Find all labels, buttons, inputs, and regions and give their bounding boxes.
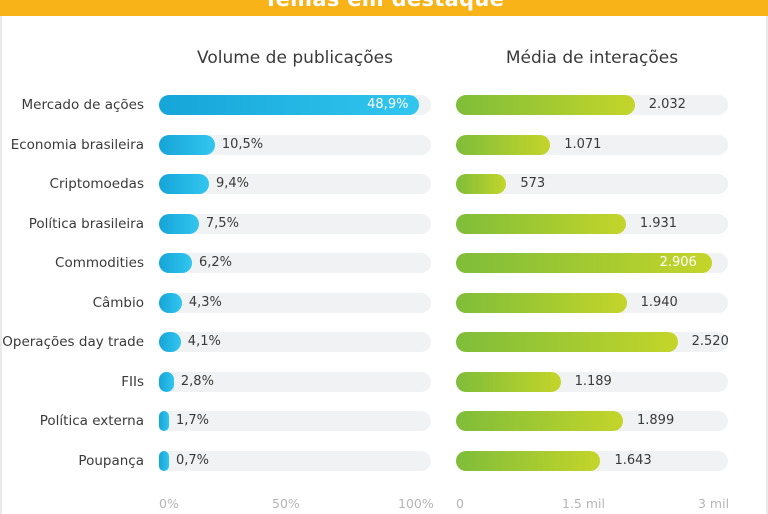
interactions-value-label: 573 — [520, 176, 546, 191]
volume-track — [159, 411, 431, 431]
volume-value-label: 9,4% — [216, 176, 250, 191]
volume-tick-label: 100% — [398, 496, 434, 511]
volume-bar — [159, 371, 174, 392]
category-label: Poupança — [78, 452, 144, 469]
volume-tick-label: 50% — [272, 496, 300, 511]
interactions-bar — [456, 292, 627, 313]
interactions-track — [456, 174, 728, 194]
volume-track — [159, 174, 431, 194]
category-label: Operações day trade — [2, 334, 144, 350]
interactions-tick-label: 3 mil — [698, 496, 730, 511]
interactions-value-label: 1.071 — [564, 136, 602, 152]
page-title: Temas em destaque — [0, 0, 768, 11]
volume-value-label: 0,7% — [176, 452, 210, 468]
volume-bar — [159, 95, 420, 115]
category-label: Commodities — [55, 255, 144, 271]
interactions-bar — [456, 174, 507, 194]
volume-bar — [159, 332, 181, 352]
volume-bar — [159, 213, 199, 234]
volume-value-label: 4,1% — [187, 334, 221, 349]
interactions-value-label: 1.940 — [640, 294, 678, 310]
frame-border-left — [0, 16, 2, 514]
interactions-value-label: 1.189 — [574, 373, 612, 389]
category-label: Política brasileira — [28, 215, 144, 232]
volume-bar — [159, 134, 215, 155]
volume-track — [159, 292, 431, 313]
category-label: FIIs — [121, 373, 144, 390]
interactions-bar — [456, 213, 626, 234]
volume-value-label: 1,7% — [176, 413, 210, 428]
category-label: Câmbio — [92, 294, 144, 311]
interactions-value-label: 1.643 — [614, 452, 652, 468]
interactions-value-label: 1.899 — [637, 413, 675, 428]
frame-border-right — [766, 16, 768, 514]
volume-value-label: 10,5% — [221, 136, 264, 152]
volume-track — [159, 371, 431, 392]
volume-value-label: 48,9% — [367, 97, 409, 112]
interactions-bar — [456, 450, 601, 471]
header-banner: Temas em destaque — [0, 0, 768, 16]
interactions-bar — [456, 134, 551, 155]
volume-track — [159, 332, 431, 352]
interactions-value-label: 1.931 — [639, 215, 678, 231]
category-label: Criptomoedas — [49, 176, 144, 192]
volume-track — [159, 134, 431, 155]
interactions-value-label: 2.906 — [659, 255, 697, 270]
volume-bar — [159, 253, 192, 273]
interactions-bar — [456, 253, 712, 273]
interactions-bar — [456, 371, 561, 392]
volume-value-label: 2,8% — [180, 373, 214, 389]
volume-tick-label: 0% — [159, 496, 179, 511]
volume-bar — [159, 450, 169, 471]
interactions-tick-label: 0 — [456, 496, 464, 511]
interactions-bar — [456, 332, 678, 352]
volume-track — [159, 213, 431, 234]
volume-chart-title: Volume de publicações — [197, 48, 393, 68]
volume-track — [159, 253, 431, 273]
interactions-chart-title: Média de interações — [505, 48, 679, 68]
interactions-bar — [456, 411, 623, 431]
volume-bar — [159, 174, 209, 194]
interactions-bar — [456, 95, 635, 115]
category-label: Mercado de ações — [21, 97, 144, 113]
volume-track — [159, 450, 431, 471]
category-label: Política externa — [39, 413, 144, 429]
volume-bar — [159, 292, 182, 313]
interactions-tick-label: 1.5 mil — [562, 496, 605, 511]
volume-value-label: 6,2% — [198, 255, 232, 270]
volume-bar — [159, 411, 169, 431]
interactions-value-label: 2.520 — [691, 334, 729, 349]
category-label: Economia brasileira — [10, 136, 144, 153]
volume-value-label: 4,3% — [188, 294, 222, 310]
interactions-value-label: 2.032 — [648, 97, 686, 112]
volume-value-label: 7,5% — [205, 215, 239, 231]
